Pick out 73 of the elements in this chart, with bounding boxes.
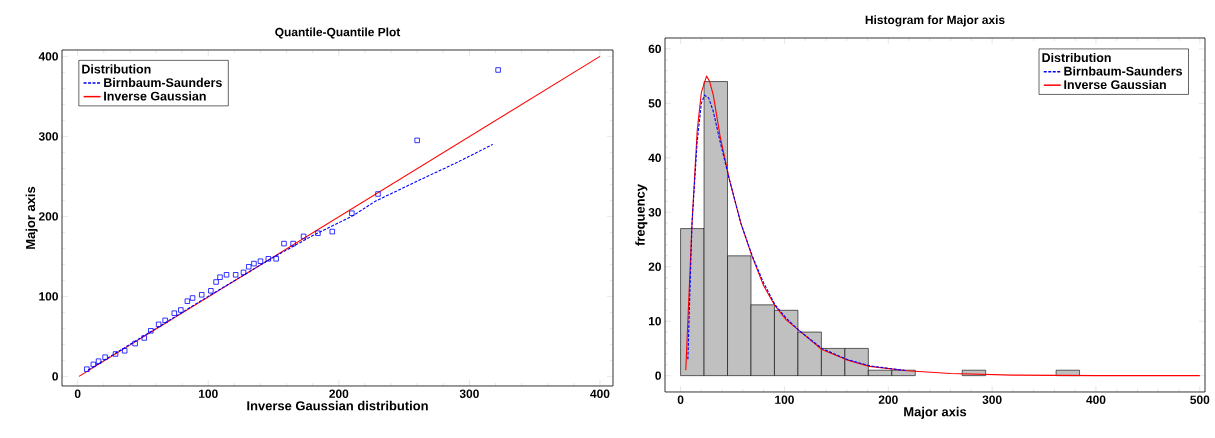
point xyxy=(178,307,184,313)
x-tick-label: 400 xyxy=(590,389,610,398)
point xyxy=(329,228,335,235)
chart-title: Quantile-Quantile Plot xyxy=(275,27,401,39)
y-tick-label: 10 xyxy=(648,316,661,326)
point xyxy=(132,340,138,347)
point xyxy=(121,348,128,354)
point xyxy=(375,191,381,197)
x-tick-label: 100 xyxy=(199,389,218,398)
x-tick-label: 200 xyxy=(878,395,898,404)
point xyxy=(223,272,230,278)
point xyxy=(349,210,355,216)
point xyxy=(257,258,264,264)
point xyxy=(251,260,257,267)
point xyxy=(315,230,321,236)
x-tick-label: 200 xyxy=(329,389,349,398)
point xyxy=(155,321,162,328)
legend-label: Birnbaum-Saunders xyxy=(104,77,222,88)
point xyxy=(495,67,501,73)
x-tick-label: 300 xyxy=(459,389,479,398)
point xyxy=(281,240,287,247)
point xyxy=(95,358,102,364)
y-tick-label: 0 xyxy=(52,372,58,381)
y-tick-label: 50 xyxy=(648,99,661,108)
point xyxy=(213,279,219,285)
point xyxy=(208,288,214,294)
y-tick-label: 60 xyxy=(648,44,661,54)
x-axis-title: Major axis xyxy=(904,406,967,419)
y-tick-label: 200 xyxy=(38,212,58,221)
y-tick-label: 30 xyxy=(648,208,661,217)
point xyxy=(246,264,252,270)
point xyxy=(184,298,191,304)
y-tick-label: 100 xyxy=(39,292,58,301)
point xyxy=(112,351,119,357)
point xyxy=(84,366,90,372)
x-tick-label: 300 xyxy=(982,395,1002,404)
point xyxy=(265,256,271,262)
x-tick-label: 100 xyxy=(775,395,794,404)
point xyxy=(290,240,296,247)
legend-label: Inverse Gaussian xyxy=(1064,79,1166,90)
x-tick-label: 0 xyxy=(74,389,81,398)
legend-label: Birnbaum-Saunders xyxy=(1064,66,1183,76)
point xyxy=(240,269,247,276)
line-series xyxy=(87,143,494,371)
point xyxy=(162,317,168,324)
point xyxy=(273,256,279,262)
y-tick-label: 40 xyxy=(648,153,661,163)
y-tick-label: 0 xyxy=(655,371,661,380)
x-tick-label: 0 xyxy=(677,395,684,404)
y-axis-title: frequency xyxy=(635,184,648,246)
y-tick-label: 400 xyxy=(38,52,58,61)
y-tick-label: 20 xyxy=(648,262,661,271)
x-tick-label: 400 xyxy=(1086,395,1106,404)
point xyxy=(102,354,108,360)
y-tick-label: 300 xyxy=(38,132,58,141)
legend-title: Distribution xyxy=(1042,52,1111,63)
line-series xyxy=(685,75,1201,377)
point xyxy=(189,295,196,301)
y-axis-title: Major axis xyxy=(25,186,38,249)
point xyxy=(300,233,307,240)
point xyxy=(171,310,177,316)
point xyxy=(414,137,420,144)
x-tick-label: 500 xyxy=(1190,395,1210,404)
point xyxy=(141,335,147,341)
point xyxy=(90,361,97,368)
point xyxy=(199,292,205,298)
legend-label: Inverse Gaussian xyxy=(104,91,206,101)
chart-title: Histogram for Major axis xyxy=(865,15,1005,27)
point xyxy=(148,328,154,334)
point xyxy=(217,274,223,280)
legend-title: Distribution xyxy=(82,64,151,74)
point xyxy=(232,272,239,278)
x-axis-title: Inverse Gaussian distribution xyxy=(247,400,428,411)
